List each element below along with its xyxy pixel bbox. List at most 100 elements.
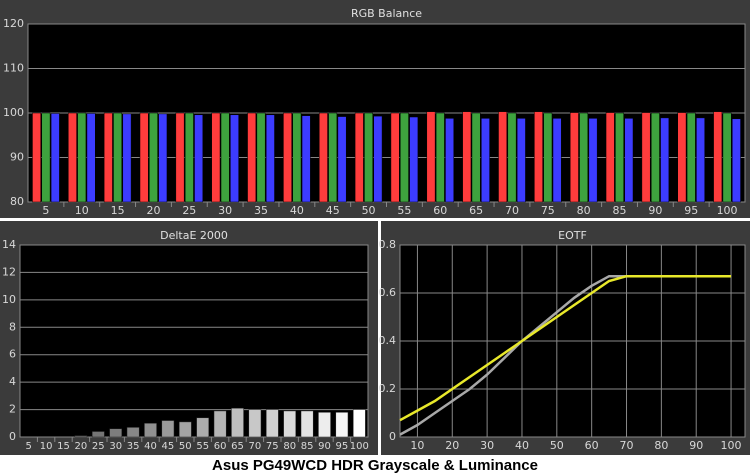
plot-area — [19, 244, 369, 438]
x-tick-label: 40 — [144, 441, 157, 452]
bar — [32, 112, 42, 203]
bar — [588, 118, 598, 203]
bar — [126, 427, 140, 438]
x-tick-label: 100 — [350, 441, 369, 452]
bar — [248, 409, 262, 438]
bar — [300, 410, 314, 438]
x-tick-label: 60 — [214, 441, 227, 452]
x-tick-label: 80 — [283, 441, 296, 452]
x-tick-label: 40 — [290, 204, 304, 217]
x-tick-label: 75 — [266, 441, 279, 452]
line-series — [399, 274, 732, 422]
y-tick-label: 0 — [9, 430, 16, 443]
y-tick-label: 8 — [9, 320, 16, 333]
bar — [364, 112, 373, 203]
x-tick-label: 75 — [541, 204, 555, 217]
bar — [318, 412, 331, 438]
y-tick-label: 6 — [9, 348, 16, 361]
caption: Asus PG49WCD HDR Grayscale & Luminance — [212, 457, 538, 474]
x-tick-label: 35 — [127, 441, 140, 452]
bar — [337, 116, 347, 203]
x-tick-label: 70 — [505, 204, 519, 217]
x-tick-label: 45 — [326, 204, 340, 217]
x-tick-label: 35 — [254, 204, 268, 217]
bar — [301, 115, 311, 203]
x-tick-label: 20 — [146, 204, 160, 217]
bar — [650, 112, 660, 203]
y-tick-label: 120 — [3, 17, 24, 30]
bar — [41, 112, 51, 203]
x-tick-label: 5 — [42, 204, 49, 217]
bar — [507, 112, 517, 203]
x-tick-label: 100 — [721, 439, 742, 452]
x-tick-label: 95 — [336, 441, 349, 452]
bar — [220, 112, 230, 203]
x-tick-label: 20 — [75, 441, 88, 452]
bar — [481, 118, 490, 203]
bar — [569, 112, 579, 203]
bar — [158, 113, 168, 203]
x-tick-label: 5 — [26, 441, 32, 452]
bar — [373, 115, 383, 203]
x-tick-label: 60 — [433, 204, 447, 217]
x-tick-label: 55 — [397, 204, 411, 217]
bar — [400, 112, 409, 203]
bar — [543, 112, 553, 203]
y-tick-label: 0.2 — [379, 382, 397, 395]
x-tick-label: 30 — [480, 439, 494, 452]
bar — [462, 111, 472, 203]
y-tick-label: 100 — [3, 106, 24, 119]
x-tick-label: 10 — [75, 204, 89, 217]
bar — [686, 112, 696, 203]
bar — [265, 409, 279, 438]
bar — [352, 409, 366, 438]
bar — [144, 423, 157, 438]
bar — [471, 112, 481, 203]
bar — [579, 112, 589, 203]
bar — [86, 113, 96, 203]
x-tick-label: 10 — [40, 441, 53, 452]
y-tick-label: 90 — [10, 151, 24, 164]
bar — [624, 118, 634, 203]
bar — [445, 118, 455, 203]
bar — [335, 412, 349, 438]
chart-title: EOTF — [558, 229, 587, 242]
bar — [161, 420, 175, 438]
bar — [318, 112, 328, 203]
bar — [354, 112, 364, 203]
x-tick-label: 85 — [301, 441, 314, 452]
bar — [68, 112, 77, 203]
x-tick-label: 50 — [550, 439, 564, 452]
y-tick-label: 14 — [2, 238, 16, 251]
x-tick-label: 90 — [318, 441, 331, 452]
x-tick-label: 10 — [410, 439, 424, 452]
bar — [113, 112, 123, 203]
bar — [139, 112, 149, 203]
y-tick-label: 110 — [3, 62, 24, 75]
y-tick-label: 0.8 — [379, 238, 397, 251]
bar — [390, 112, 400, 203]
bar — [265, 114, 275, 203]
bar — [256, 112, 266, 203]
bar — [213, 410, 227, 438]
x-tick-label: 15 — [111, 204, 125, 217]
y-tick-label: 2 — [9, 403, 16, 416]
bar — [328, 112, 338, 203]
bar — [109, 428, 123, 438]
bar — [409, 116, 419, 203]
bar — [713, 111, 723, 203]
x-tick-label: 25 — [92, 441, 105, 452]
y-tick-label: 0.6 — [379, 286, 397, 299]
x-tick-label: 50 — [179, 441, 192, 452]
bar — [696, 117, 705, 203]
x-tick-label: 55 — [196, 441, 209, 452]
chart-title: DeltaE 2000 — [160, 229, 228, 242]
bar — [660, 117, 670, 203]
bar — [283, 410, 297, 438]
bar — [283, 112, 292, 203]
bar — [292, 112, 302, 203]
bar — [122, 113, 132, 203]
x-tick-label: 85 — [613, 204, 627, 217]
bar — [615, 112, 624, 203]
